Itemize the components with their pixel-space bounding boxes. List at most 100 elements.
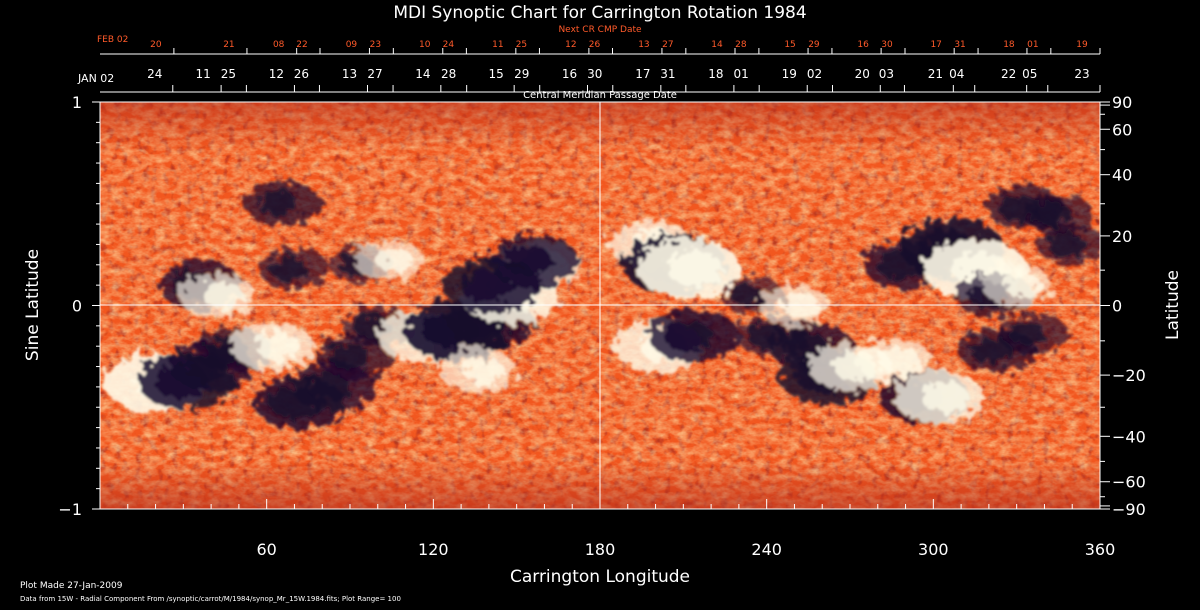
right-tick-label: −40 [1112, 427, 1146, 446]
feature-core-34 [920, 381, 970, 413]
right-tick-label: −90 [1112, 500, 1146, 519]
cmp-tick-label: 24 [147, 67, 162, 81]
chart-title: MDI Synoptic Chart for Carrington Rotati… [393, 3, 806, 23]
left-tick-label: 0 [72, 297, 82, 316]
cmp-tick-label: 31 [660, 67, 675, 81]
x-tick-label: 60 [256, 540, 276, 559]
right-tick-label: 40 [1112, 166, 1132, 185]
feature-core-18 [269, 256, 308, 282]
next-cr-tick-label: 09 [346, 40, 358, 50]
left-y-axis: 1 0 −1 [58, 93, 100, 519]
feature-core-20 [375, 248, 414, 273]
next-cr-tick-label: 14 [711, 40, 723, 50]
right-tick-label: 60 [1112, 120, 1132, 139]
cmp-tick-label: 05 [1022, 67, 1037, 81]
feature-core-45 [729, 284, 764, 307]
x-axis-label: Carrington Longitude [510, 567, 690, 587]
next-cr-tick-label: 08 [273, 40, 285, 50]
next-cr-axis: Next CR CMP Date FEB 02 01 31 30 29 28 27 26 25… [97, 25, 1101, 55]
cmp-tick-label: 04 [949, 67, 964, 81]
cmp-tick-label: 29 [514, 67, 529, 81]
cmp-tick-label: 03 [879, 67, 894, 81]
cmp-tick-label: 02 [807, 67, 822, 81]
cmp-tick-label: 23 [1074, 67, 1089, 81]
next-cr-tick-label: 31 [954, 40, 965, 50]
cmp-tick-label: 18 [708, 67, 723, 81]
left-tick-label: −1 [58, 500, 82, 519]
next-cr-tick-label: 01 [1027, 40, 1038, 50]
next-cr-tick-label: 23 [370, 40, 381, 50]
next-cr-tick-label: 17 [930, 40, 941, 50]
next-cr-axis-title: Next CR CMP Date [558, 25, 642, 35]
feature-core-41 [1003, 273, 1042, 298]
right-tick-label: 0 [1112, 297, 1122, 316]
feature-core-32 [879, 347, 922, 374]
x-tick-label: 360 [1085, 540, 1116, 559]
right-y-axis: 90 60 40 20 0 −20 −40 −60 −90 [1100, 93, 1146, 519]
next-cr-tick-label: 12 [565, 40, 576, 50]
feature-core-6 [304, 372, 350, 402]
next-cr-tick-label: 24 [443, 40, 455, 50]
left-tick-label: 1 [72, 93, 82, 112]
right-tick-label: 20 [1112, 227, 1132, 246]
cmp-tick-label: 28 [441, 67, 456, 81]
cmp-tick-label: 25 [221, 67, 236, 81]
next-cr-start-label: FEB 02 [97, 35, 128, 45]
feature-core-16 [201, 282, 244, 309]
right-tick-label: −60 [1112, 473, 1146, 492]
y-axis-label-left: Sine Latitude [23, 249, 43, 361]
plot-made-text: Plot Made 27-Jan-2009 [20, 581, 123, 591]
cmp-tick-label: 17 [635, 67, 650, 81]
cmp-tick-label: 15 [489, 67, 504, 81]
next-cr-tick-label: 25 [516, 40, 527, 50]
next-cr-tick-label: 22 [296, 40, 307, 50]
cmp-tick-label: 22 [1001, 67, 1016, 81]
cmp-tick-label: 11 [195, 67, 210, 81]
next-cr-ticks: 01 31 30 29 28 27 26 25 24 23 22 21 20 19 18 17 16 15 14 13… [150, 40, 1101, 54]
cmp-tick-label: 19 [782, 67, 797, 81]
feature-core-7 [328, 343, 371, 370]
cmp-tick-label: 12 [269, 67, 284, 81]
cmp-axis-title: Central Meridian Passage Date [523, 90, 677, 101]
feature-core-25 [666, 250, 723, 287]
cmp-tick-label: 26 [294, 67, 309, 81]
feature-core-44 [1047, 232, 1086, 257]
cmp-start-label: JAN 02 [77, 72, 114, 85]
feature-core-17 [256, 190, 299, 218]
cmp-tick-label: 01 [734, 67, 749, 81]
data-source-text: Data from 15W - Radial Component From /s… [20, 595, 401, 603]
feature-core-36 [1008, 321, 1047, 347]
feature-core-43 [1033, 201, 1072, 227]
feature-core-27 [664, 320, 713, 352]
x-tick-label: 120 [418, 540, 449, 559]
next-cr-tick-label: 15 [784, 40, 795, 50]
cmp-date-axis: JAN 02 05 04 03 02 01 31 30 29 28 27 26 25 24 23 22 21 2… [77, 67, 1101, 101]
cmp-tick-label: 14 [415, 67, 430, 81]
feature-core-12 [463, 357, 505, 384]
cmp-tick-label: 27 [367, 67, 382, 81]
cmp-tick-label: 30 [587, 67, 602, 81]
next-cr-tick-label: 10 [419, 40, 431, 50]
magnetic-features [103, 181, 1100, 430]
feature-core-22 [502, 245, 552, 277]
x-tick-label: 300 [918, 540, 949, 559]
cmp-tick-label: 13 [342, 67, 357, 81]
next-cr-tick-label: 13 [638, 40, 649, 50]
next-cr-tick-label: 28 [735, 40, 747, 50]
cmp-tick-label: 21 [928, 67, 943, 81]
next-cr-tick-label: 19 [1076, 40, 1088, 50]
next-cr-tick-label: 27 [662, 40, 673, 50]
cmp-tick-label: 20 [855, 67, 870, 81]
next-cr-tick-label: 30 [881, 40, 893, 50]
next-cr-tick-label: 26 [589, 40, 601, 50]
cmp-ticks: 05 04 03 02 01 31 30 29 28 27 26 25 24 23 22 21 20 19 18 17… [147, 67, 1101, 92]
right-tick-label: −20 [1112, 366, 1146, 385]
next-cr-tick-label: 16 [857, 40, 869, 50]
cmp-tick-label: 16 [562, 67, 577, 81]
right-tick-label: 90 [1112, 93, 1132, 112]
next-cr-tick-label: 21 [223, 40, 234, 50]
feature-core-35 [970, 336, 1012, 364]
next-cr-tick-label: 20 [150, 40, 162, 50]
x-tick-label: 180 [585, 540, 616, 559]
